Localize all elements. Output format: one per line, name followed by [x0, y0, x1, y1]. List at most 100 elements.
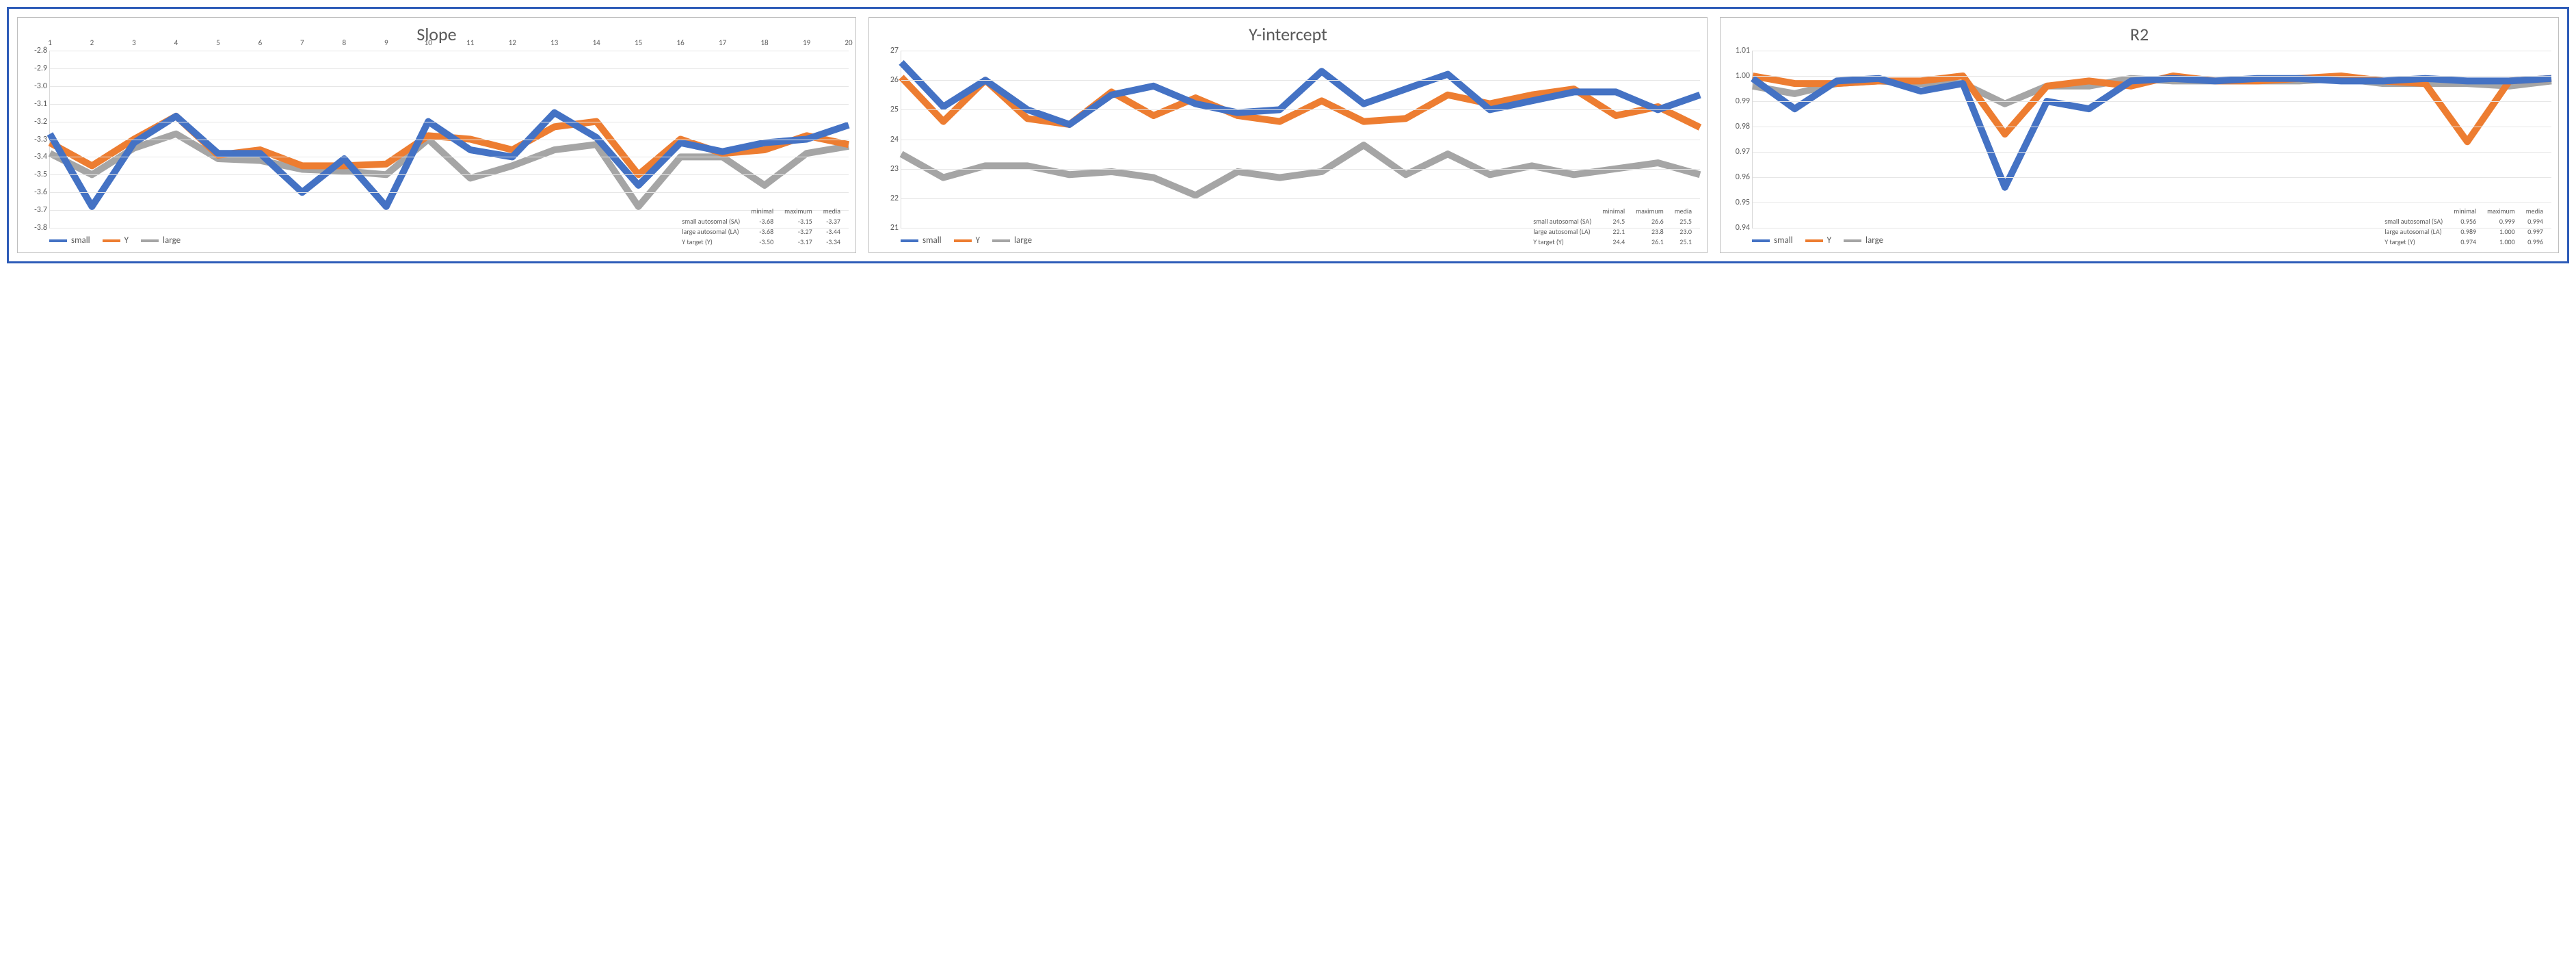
y-tick-label: 26 [871, 75, 899, 85]
stats-row: large autosomal (LA)0.9891.0000.997 [2379, 226, 2549, 237]
stats-cell: 0.956 [2448, 216, 2482, 226]
y-tick-label: -3.7 [20, 205, 47, 215]
gridline [1753, 152, 2551, 153]
legend-label-small-2: small [922, 235, 942, 246]
panel-r2: R2 1.011.000.990.980.970.960.950.94 smal… [1720, 17, 2559, 253]
stats-cell: 1.000 [2482, 237, 2521, 247]
x-tick-label: 3 [132, 38, 136, 47]
stats-row: Y target (Y)24.426.125.1 [1528, 237, 1697, 247]
y-tick-label: 0.99 [1723, 96, 1750, 106]
legend-label-y: Y [124, 235, 129, 246]
x-tick-label: 12 [509, 38, 516, 47]
y-tick-label: 0.98 [1723, 122, 1750, 131]
stats-cell: 25.1 [1669, 237, 1697, 247]
stats-cell: -3.34 [818, 237, 846, 247]
legend-label-large-3: large [1865, 235, 1883, 246]
stats-header: maximum [2482, 206, 2521, 216]
y-tick-label: -2.9 [20, 64, 47, 73]
panel-title-yint: Y-intercept [869, 23, 1707, 45]
y-tick-label: -2.8 [20, 46, 47, 55]
stats-header: media [818, 206, 846, 216]
x-ticks-slope: 1234567891011121314151617181920 [50, 38, 849, 49]
y-tick-label: 27 [871, 46, 899, 55]
x-tick-label: 1 [48, 38, 52, 47]
stats-row: large autosomal (LA)22.123.823.0 [1528, 226, 1697, 237]
stats-header: maximum [1630, 206, 1669, 216]
stats-cell: Y target (Y) [676, 237, 745, 247]
y-tick-label: 21 [871, 223, 899, 233]
stats-header: minimal [745, 206, 779, 216]
stats-cell: 25.5 [1669, 216, 1697, 226]
y-tick-label: -3.2 [20, 117, 47, 127]
legend-label-y-3: Y [1827, 235, 1831, 246]
stats-header: minimal [2448, 206, 2482, 216]
x-tick-label: 10 [425, 38, 432, 47]
gridline [901, 109, 1700, 110]
x-tick-label: 19 [803, 38, 810, 47]
x-tick-label: 8 [343, 38, 347, 47]
x-tick-label: 5 [216, 38, 220, 47]
stats-cell: large autosomal (LA) [676, 226, 745, 237]
stats-cell: 22.1 [1597, 226, 1630, 237]
x-tick-label: 4 [174, 38, 178, 47]
y-tick-label: 23 [871, 164, 899, 174]
y-tick-label: -3.4 [20, 152, 47, 161]
plot-yint: 27262524232221 [901, 51, 1700, 228]
legend-label-small-3: small [1774, 235, 1793, 246]
y-tick-label: -3.1 [20, 99, 47, 109]
stats-header [1528, 206, 1597, 216]
stats-header: maximum [779, 206, 818, 216]
legend-item-large: large [141, 235, 181, 246]
gridline [50, 86, 849, 87]
x-tick-label: 15 [635, 38, 642, 47]
x-tick-label: 14 [593, 38, 600, 47]
y-tick-label: 0.95 [1723, 198, 1750, 207]
x-tick-label: 9 [384, 38, 388, 47]
gridline [50, 192, 849, 193]
stats-cell: large autosomal (LA) [1528, 226, 1597, 237]
legend-item-y-2: Y [954, 235, 980, 246]
legend-item-small: small [49, 235, 90, 246]
stats-row: small autosomal (SA)-3.68-3.15-3.37 [676, 216, 846, 226]
legend-item-large-2: large [992, 235, 1032, 246]
stats-cell: 0.999 [2482, 216, 2521, 226]
gridline [901, 169, 1700, 170]
x-tick-label: 7 [300, 38, 304, 47]
stats-row: large autosomal (LA)-3.68-3.27-3.44 [676, 226, 846, 237]
gridline [1753, 202, 2551, 203]
stats-row: small autosomal (SA)0.9560.9990.994 [2379, 216, 2549, 226]
gridline [1753, 177, 2551, 178]
y-tick-label: -3.5 [20, 170, 47, 179]
stats-cell: 26.1 [1630, 237, 1669, 247]
y-tick-label: -3.0 [20, 81, 47, 91]
stats-cell: -3.68 [745, 216, 779, 226]
legend-item-small-2: small [901, 235, 942, 246]
y-tick-label: -3.6 [20, 187, 47, 197]
stats-cell: Y target (Y) [1528, 237, 1597, 247]
stats-cell: small autosomal (SA) [1528, 216, 1597, 226]
y-tick-label: 0.96 [1723, 172, 1750, 182]
y-tick-label: 0.97 [1723, 147, 1750, 157]
stats-cell: 24.5 [1597, 216, 1630, 226]
x-tick-label: 20 [845, 38, 852, 47]
stats-table-slope: minimalmaximummediasmall autosomal (SA)-… [676, 206, 846, 247]
stats-cell: -3.68 [745, 226, 779, 237]
gridline [1753, 101, 2551, 102]
legend-item-large-3: large [1844, 235, 1883, 246]
panel-yint: Y-intercept 27262524232221 small Y large… [868, 17, 1708, 253]
plot-wrap-yint: 27262524232221 [869, 48, 1707, 231]
series-large [50, 134, 849, 207]
stats-table-yint: minimalmaximummediasmall autosomal (SA)2… [1528, 206, 1697, 247]
legend-item-small-3: small [1752, 235, 1793, 246]
y-tick-label: -3.3 [20, 135, 47, 144]
y-tick-label: 0.94 [1723, 223, 1750, 233]
stats-cell: -3.17 [779, 237, 818, 247]
stats-row: Y target (Y)0.9741.0000.996 [2379, 237, 2549, 247]
stats-header: media [2521, 206, 2549, 216]
x-tick-label: 16 [677, 38, 685, 47]
x-tick-label: 17 [719, 38, 726, 47]
stats-cell: -3.27 [779, 226, 818, 237]
stats-cell: -3.44 [818, 226, 846, 237]
stats-cell: small autosomal (SA) [2379, 216, 2448, 226]
panel-title-r2: R2 [1721, 23, 2558, 45]
